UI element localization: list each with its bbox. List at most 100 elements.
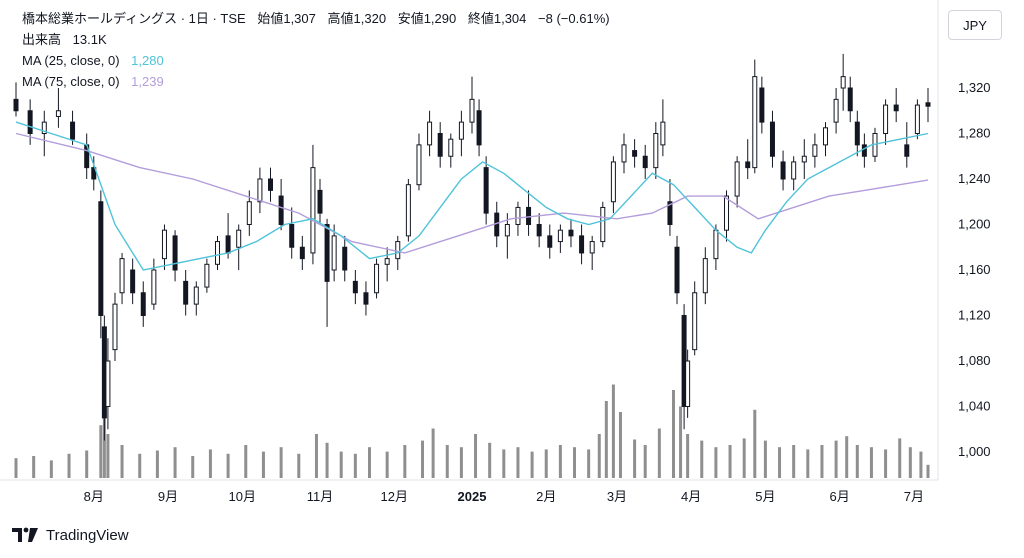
candle-43: [448, 133, 454, 168]
candle-4: [70, 110, 76, 145]
time-tick-label: 3月: [607, 489, 627, 504]
volume-bar-62: [869, 447, 873, 478]
candle-25: [268, 167, 274, 202]
volume-bar-20: [325, 442, 329, 478]
volume-bar-66: [919, 451, 923, 478]
time-tick-label: 11月: [307, 489, 334, 504]
volume-bar-54: [763, 440, 767, 478]
candle-9: [105, 338, 111, 430]
candle-52: [536, 213, 542, 248]
tradingview-logo[interactable]: TradingView: [12, 526, 129, 544]
legend-ohlc-row: 橋本総業ホールディングス · 1日 · TSE 始値1,307 高値1,320 …: [22, 8, 610, 29]
candle-42: [437, 122, 443, 168]
time-tick-label: 12月: [380, 489, 407, 504]
candle-32: [331, 224, 337, 282]
candle-16: [172, 230, 178, 282]
candle-41: [427, 110, 433, 157]
price-chart[interactable]: 1,320 1,280 1,240 1,200 1,160 1,120 1,080 1,040…: [0, 0, 1024, 520]
volume-bar-43: [633, 439, 637, 478]
volume-bar-21: [339, 451, 343, 478]
candle-24: [257, 167, 263, 214]
volume-bar-0: [14, 458, 18, 478]
volume-bar-27: [431, 428, 435, 478]
candle-19: [204, 258, 210, 293]
volume-bar-31: [488, 442, 492, 478]
candle-7: [98, 190, 104, 339]
candle-66: [674, 235, 680, 305]
candle-33: [342, 235, 348, 282]
volume-value: 13.1K: [72, 32, 107, 47]
ma25-value: 1,280: [131, 53, 164, 68]
chart-legend: 橋本総業ホールディングス · 1日 · TSE 始値1,307 高値1,320 …: [22, 8, 610, 92]
legend-ma25-row[interactable]: MA (25, close, 0) 1,280: [22, 50, 610, 71]
candle-83: [833, 88, 839, 134]
candle-75: [752, 59, 758, 174]
time-tick-label: 2025: [458, 489, 487, 504]
candle-93: [925, 88, 931, 123]
candle-53: [547, 224, 553, 259]
volume-bar-15: [244, 445, 248, 478]
candle-58: [600, 201, 606, 248]
volume-bar-53: [753, 409, 757, 478]
legend-ma75-row[interactable]: MA (75, close, 0) 1,239: [22, 71, 610, 92]
volume-bar-29: [459, 447, 463, 478]
time-tick-label: 10月: [228, 489, 255, 504]
volume-bar-41: [611, 384, 615, 478]
candle-61: [632, 139, 638, 168]
volume-bar-61: [855, 445, 859, 478]
volume-bar-16: [261, 451, 265, 478]
time-tick-label: 4月: [681, 489, 701, 504]
candle-14: [151, 258, 157, 310]
time-tick-label: 7月: [904, 489, 924, 504]
candle-20: [214, 235, 220, 270]
candle-62: [642, 144, 648, 179]
candle-89: [883, 99, 889, 145]
price-tick-label: 1,280: [958, 126, 991, 141]
brand-name: TradingView: [46, 526, 129, 544]
candle-0: [13, 82, 19, 117]
currency-button[interactable]: JPY: [948, 10, 1002, 40]
volume-bar-24: [385, 451, 389, 478]
volume-bar-19: [314, 434, 318, 478]
close-value: 終値1,304: [467, 11, 527, 26]
volume-bar-12: [191, 456, 195, 478]
candle-73: [734, 156, 740, 208]
candle-56: [579, 224, 585, 265]
candle-90: [893, 88, 899, 123]
candle-2: [41, 110, 47, 157]
low-value: 安値1,290: [397, 11, 457, 26]
candle-54: [557, 224, 563, 253]
time-tick-label: 8月: [84, 489, 104, 504]
candle-59: [610, 156, 616, 214]
candle-47: [483, 156, 489, 225]
price-tick-label: 1,320: [958, 80, 991, 95]
candle-79: [791, 156, 797, 191]
volume-bar-32: [502, 449, 506, 478]
change-value: −8 (−0.61%): [538, 11, 610, 26]
time-axis: 8月 9月 10月 11月 12月 2025 2月 3月 4月 5月 6月 7月: [0, 479, 938, 504]
price-tick-label: 1,120: [958, 308, 991, 323]
price-tick-label: 1,240: [958, 171, 991, 186]
candle-37: [384, 247, 390, 282]
volume-bar-7: [106, 434, 110, 478]
candle-80: [801, 139, 807, 179]
volume-bar-40: [604, 401, 608, 478]
candle-64: [660, 99, 666, 157]
volume-bar-65: [908, 447, 912, 478]
candle-60: [621, 133, 627, 174]
candle-50: [515, 201, 521, 236]
volume-bar-35: [544, 449, 548, 478]
candle-10: [112, 292, 118, 361]
candle-77: [769, 110, 775, 168]
candle-39: [405, 179, 411, 242]
volume-bar-30: [474, 434, 478, 478]
candle-55: [568, 218, 574, 248]
volume-bar-5: [99, 425, 103, 478]
volume-bar-25: [403, 445, 407, 478]
volume-bars: [14, 384, 930, 478]
volume-bar-8: [120, 445, 124, 478]
price-tick-label: 1,000: [958, 444, 991, 459]
volume-bar-17: [279, 447, 283, 478]
candle-85: [847, 76, 853, 123]
time-tick-label: 2月: [536, 489, 556, 504]
